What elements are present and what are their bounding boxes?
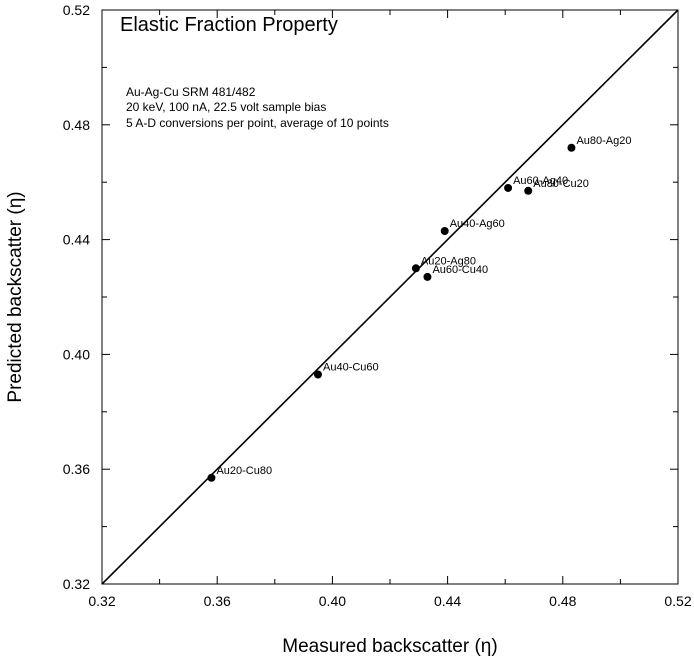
data-point: [423, 272, 432, 281]
note-line-2: 20 keV, 100 nA, 22.5 volt sample bias: [126, 100, 326, 114]
point-label: Au60-Cu40: [432, 264, 488, 276]
identity-line: [101, 9, 679, 585]
x-tick-label: 0.40: [319, 593, 346, 609]
point-label: Au20-Cu80: [216, 465, 272, 477]
data-point: [504, 183, 513, 192]
point-label: Au40-Cu60: [323, 361, 379, 373]
point-label: Au60-Ag40: [513, 175, 568, 187]
data-point: [567, 143, 576, 152]
y-tick-label: 0.52: [63, 2, 90, 18]
data-points: [207, 143, 576, 482]
y-tick-label: 0.44: [63, 232, 90, 248]
y-tick-label: 0.48: [63, 117, 90, 133]
x-tick-labels: 0.32 0.36 0.40 0.44 0.48 0.52: [88, 593, 691, 609]
point-label: Au80-Cu20: [533, 178, 589, 190]
note-line-3: 5 A-D conversions per point, average of …: [126, 116, 389, 130]
data-point: [524, 186, 533, 195]
y-tick-label: 0.32: [63, 576, 90, 592]
point-label: Au40-Ag60: [450, 218, 505, 230]
x-tick-label: 0.32: [88, 593, 115, 609]
point-label: Au80-Ag20: [576, 135, 631, 147]
x-tick-label: 0.44: [434, 593, 461, 609]
x-tick-label: 0.36: [204, 593, 231, 609]
y-tick-label: 0.40: [63, 346, 90, 362]
x-tick-label: 0.52: [664, 593, 691, 609]
note-line-1: Au-Ag-Cu SRM 481/482: [126, 85, 256, 99]
y-tick-labels: 0.32 0.36 0.40 0.44 0.48 0.52: [63, 2, 90, 592]
point-label: Au20-Ag80: [421, 255, 476, 267]
data-point: [207, 473, 216, 482]
data-point: [440, 226, 449, 235]
chart-title: Elastic Fraction Property: [120, 14, 338, 36]
data-point: [411, 264, 420, 273]
axis-ticks: [101, 9, 679, 585]
x-axis-title: Measured backscatter (η): [282, 636, 497, 657]
y-tick-label: 0.36: [63, 461, 90, 477]
x-tick-label: 0.48: [549, 593, 576, 609]
data-point: [314, 370, 322, 379]
y-axis-title: Predicted backscatter (η): [5, 191, 26, 402]
